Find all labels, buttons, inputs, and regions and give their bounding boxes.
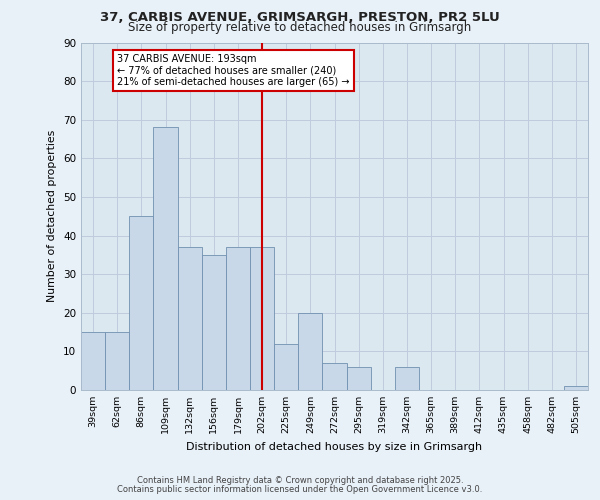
Bar (395, 367, 419, 390)
Text: Contains public sector information licensed under the Open Government Licence v3: Contains public sector information licen… (118, 484, 482, 494)
X-axis label: Distribution of detached houses by size in Grimsargh: Distribution of detached houses by size … (187, 442, 482, 452)
Bar (202, 255, 226, 390)
Text: Size of property relative to detached houses in Grimsargh: Size of property relative to detached ho… (128, 21, 472, 34)
Bar (250, 247, 274, 390)
Bar (274, 344, 298, 390)
Text: 37 CARBIS AVENUE: 193sqm
← 77% of detached houses are smaller (240)
21% of semi-: 37 CARBIS AVENUE: 193sqm ← 77% of detach… (117, 54, 350, 88)
Text: 37, CARBIS AVENUE, GRIMSARGH, PRESTON, PR2 5LU: 37, CARBIS AVENUE, GRIMSARGH, PRESTON, P… (100, 11, 500, 24)
Bar (322, 363, 347, 390)
Bar (154, 128, 178, 390)
Bar (347, 367, 371, 390)
Bar (564, 386, 588, 390)
Bar (105, 332, 129, 390)
Bar (81, 332, 105, 390)
Bar (226, 247, 250, 390)
Text: Contains HM Land Registry data © Crown copyright and database right 2025.: Contains HM Land Registry data © Crown c… (137, 476, 463, 485)
Bar (129, 216, 154, 390)
Y-axis label: Number of detached properties: Number of detached properties (47, 130, 58, 302)
Bar (178, 247, 202, 390)
Bar (298, 313, 322, 390)
